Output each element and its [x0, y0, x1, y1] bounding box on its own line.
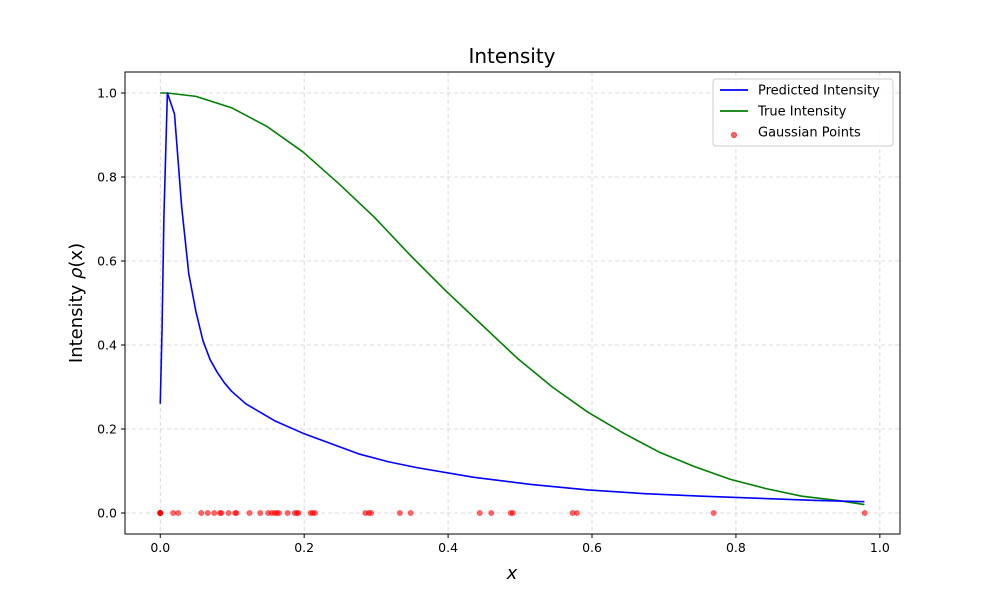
- series-layer: [157, 92, 868, 516]
- gaussian-point: [157, 510, 164, 516]
- gaussian-point: [488, 510, 495, 516]
- gaussian-point: [233, 510, 240, 516]
- y-tick-label: 1.0: [97, 86, 117, 101]
- gaussian-point: [295, 510, 302, 516]
- grid-lines: [125, 72, 900, 534]
- gaussian-point: [246, 510, 253, 516]
- gaussian-point: [312, 510, 318, 516]
- gaussian-point: [198, 510, 205, 516]
- legend-box: [712, 78, 894, 147]
- x-tick-label: 0.0: [150, 540, 170, 555]
- gaussian-point: [407, 510, 414, 516]
- gaussian-point: [175, 510, 182, 516]
- gaussian-point: [368, 510, 374, 516]
- legend-swatch-marker: [730, 131, 738, 139]
- x-axis-label: x: [506, 563, 518, 584]
- gaussian-point: [284, 510, 291, 516]
- gaussian-point: [476, 510, 483, 516]
- legend-label: True Intensity: [757, 105, 847, 120]
- plot-area-frame: [124, 71, 901, 535]
- gaussian-point: [396, 510, 403, 516]
- y-tick-label: 0.4: [97, 338, 117, 353]
- gaussian-point: [276, 510, 282, 516]
- y-tick-label: 0.8: [97, 170, 117, 185]
- x-tick-label: 0.6: [582, 540, 602, 555]
- y-tick-label: 0.0: [97, 506, 117, 521]
- y-axis-label: Intensity ρ(x): [66, 243, 87, 363]
- axis-ticks: 0.0 0.2 0.4 0.6 0.8 1.0 0.0 0.2 0.4 0.6 0.8 1.0: [97, 86, 890, 556]
- legend-label: Predicted Intensity: [758, 84, 880, 99]
- predicted-intensity-line: [159, 92, 865, 503]
- y-axis-label-symbol: ρ: [66, 267, 87, 279]
- chart-title: Intensity: [468, 44, 555, 68]
- gaussian-point: [861, 510, 868, 516]
- y-tick-label: 0.2: [97, 422, 117, 437]
- gaussian-point: [211, 510, 218, 516]
- legend-label: Gaussian Points: [758, 126, 861, 141]
- y-tick-label: 0.6: [97, 254, 117, 269]
- gaussian-point: [710, 510, 717, 516]
- y-axis-label-prefix: Intensity: [66, 279, 87, 363]
- y-axis-label-suffix: (x): [66, 243, 87, 268]
- x-tick-label: 0.8: [726, 540, 746, 555]
- gaussian-point: [218, 510, 225, 516]
- gaussian-point: [257, 510, 264, 516]
- gaussian-point: [509, 510, 516, 516]
- gaussian-point: [204, 510, 211, 516]
- x-tick-label: 0.2: [294, 540, 314, 555]
- gaussian-point: [574, 510, 580, 516]
- legend: Predicted Intensity True Intensity Gaussia…: [712, 78, 894, 147]
- true-intensity-line: [160, 92, 865, 506]
- legend-items: Predicted Intensity True Intensity Gaussia…: [720, 84, 880, 141]
- x-tick-label: 0.4: [438, 540, 458, 555]
- gaussian-point: [225, 510, 232, 516]
- gaussian-point: [170, 510, 177, 516]
- x-tick-label: 1.0: [870, 540, 890, 555]
